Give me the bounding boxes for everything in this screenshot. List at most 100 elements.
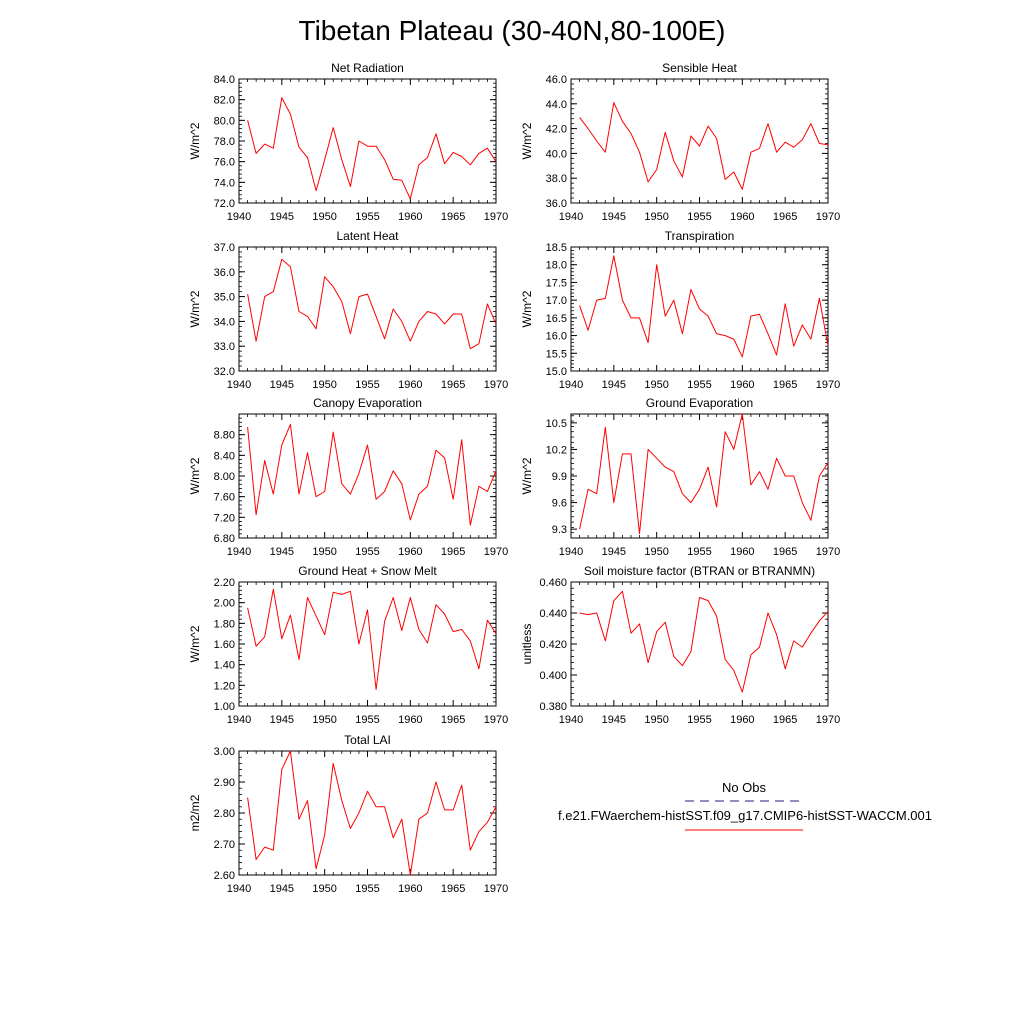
y-tick-label: 2.90 [214, 777, 235, 789]
y-tick-label: 0.460 [539, 577, 567, 589]
y-tick-label: 32.0 [214, 366, 235, 378]
y-axis-title: W/m^2 [520, 122, 534, 159]
y-tick-label: 1.40 [214, 660, 235, 672]
x-tick-label: 1950 [312, 379, 336, 391]
x-tick-label: 1965 [773, 379, 797, 391]
x-tick-label: 1955 [355, 883, 379, 895]
y-axis-title: W/m^2 [188, 625, 202, 662]
x-tick-label: 1960 [730, 714, 754, 726]
x-tick-label: 1945 [270, 883, 294, 895]
y-axis-title: m2/m2 [188, 794, 202, 831]
legend-model-label: f.e21.FWaerchem-histSST.f09_g17.CMIP6-hi… [558, 808, 932, 823]
y-tick-label: 17.5 [546, 277, 567, 289]
x-tick-label: 1955 [355, 211, 379, 223]
y-tick-label: 1.20 [214, 680, 235, 692]
y-axis-title: W/m^2 [188, 122, 202, 159]
panel-title: Total LAI [344, 733, 391, 747]
x-tick-label: 1965 [773, 546, 797, 558]
y-tick-label: 18.5 [546, 242, 567, 254]
x-tick-label: 1940 [227, 211, 251, 223]
y-tick-label: 36.0 [546, 198, 567, 210]
x-tick-label: 1970 [816, 546, 840, 558]
x-tick-label: 1950 [312, 883, 336, 895]
series-line [579, 102, 829, 190]
panel-ground-evaporation: 1940 1945 1950 1955 1960 1965 1970 9.3 9.6 9.9 10.… [520, 396, 840, 558]
panel-sensible-heat: 1940 1945 1950 1955 1960 1965 1970 36.0 38.0 40.0… [520, 61, 840, 223]
x-tick-label: 1960 [398, 883, 422, 895]
x-tick-label: 1970 [816, 379, 840, 391]
y-tick-label: 84.0 [214, 74, 235, 86]
y-tick-label: 10.5 [546, 418, 567, 430]
x-tick-label: 1960 [398, 714, 422, 726]
y-tick-label: 7.20 [214, 512, 235, 524]
y-tick-label: 0.400 [539, 670, 567, 682]
y-tick-label: 46.0 [546, 74, 567, 86]
x-tick-label: 1960 [398, 211, 422, 223]
y-axis-title: unitless [520, 624, 534, 665]
plot-frame [570, 78, 829, 204]
y-tick-label: 7.60 [214, 492, 235, 504]
y-tick-label: 2.00 [214, 598, 235, 610]
y-tick-label: 8.80 [214, 430, 235, 442]
x-tick-label: 1960 [730, 211, 754, 223]
panel-latent-heat: 1940 1945 1950 1955 1960 1965 1970 32.0 33.0 34.0… [188, 229, 508, 391]
panel-title: Transpiration [665, 229, 735, 243]
y-tick-label: 36.0 [214, 267, 235, 279]
x-tick-label: 1965 [773, 211, 797, 223]
panel-ground-heat-snow-melt: 1940 1945 1950 1955 1960 1965 1970 1.00 1.20 1.40… [188, 564, 508, 726]
x-tick-label: 1945 [602, 211, 626, 223]
y-tick-label: 3.00 [214, 746, 235, 758]
x-tick-label: 1950 [644, 211, 668, 223]
x-tick-label: 1970 [484, 211, 508, 223]
y-axis-title: W/m^2 [520, 457, 534, 494]
x-tick-label: 1965 [441, 883, 465, 895]
y-tick-label: 44.0 [546, 99, 567, 111]
y-tick-label: 9.6 [552, 498, 567, 510]
x-tick-label: 1965 [441, 546, 465, 558]
legend: No Obs f.e21.FWaerchem-histSST.f09_g17.C… [558, 780, 932, 831]
x-tick-label: 1965 [773, 714, 797, 726]
x-tick-label: 1950 [644, 546, 668, 558]
plot-frame [238, 246, 497, 372]
x-tick-label: 1955 [687, 714, 711, 726]
x-tick-label: 1950 [312, 714, 336, 726]
x-tick-label: 1970 [484, 379, 508, 391]
y-tick-label: 1.60 [214, 639, 235, 651]
y-tick-label: 0.420 [539, 639, 567, 651]
series-line [247, 750, 497, 876]
plot-frame [238, 78, 497, 204]
x-tick-label: 1970 [816, 714, 840, 726]
x-tick-label: 1960 [730, 546, 754, 558]
y-axis-title: W/m^2 [188, 457, 202, 494]
x-tick-label: 1945 [270, 379, 294, 391]
panel-title: Sensible Heat [662, 61, 737, 75]
y-tick-label: 15.5 [546, 348, 567, 360]
x-tick-label: 1955 [687, 379, 711, 391]
y-tick-label: 34.0 [214, 316, 235, 328]
x-tick-label: 1950 [644, 379, 668, 391]
y-tick-label: 33.0 [214, 341, 235, 353]
x-tick-label: 1970 [484, 546, 508, 558]
x-tick-label: 1950 [644, 714, 668, 726]
x-tick-label: 1970 [484, 714, 508, 726]
x-tick-label: 1940 [227, 546, 251, 558]
y-tick-label: 1.00 [214, 701, 235, 713]
y-tick-label: 38.0 [546, 173, 567, 185]
series-line [247, 423, 497, 526]
y-tick-label: 40.0 [546, 148, 567, 160]
x-tick-label: 1955 [355, 379, 379, 391]
x-tick-label: 1955 [355, 546, 379, 558]
y-tick-label: 18.0 [546, 260, 567, 272]
x-tick-label: 1960 [398, 546, 422, 558]
panel-net-radiation: 1940 1945 1950 1955 1960 1965 1970 72.0 74.0 76.0… [188, 61, 508, 223]
series-line [579, 413, 829, 535]
x-tick-label: 1950 [312, 211, 336, 223]
panel-title: Canopy Evaporation [313, 396, 422, 410]
figure-title: Tibetan Plateau (30-40N,80-100E) [299, 15, 726, 46]
plot-frame [238, 581, 497, 707]
panel-title: Ground Heat + Snow Melt [298, 564, 437, 578]
x-tick-label: 1965 [441, 714, 465, 726]
y-axis-title: W/m^2 [188, 290, 202, 327]
x-tick-label: 1940 [559, 379, 583, 391]
x-tick-label: 1940 [227, 379, 251, 391]
